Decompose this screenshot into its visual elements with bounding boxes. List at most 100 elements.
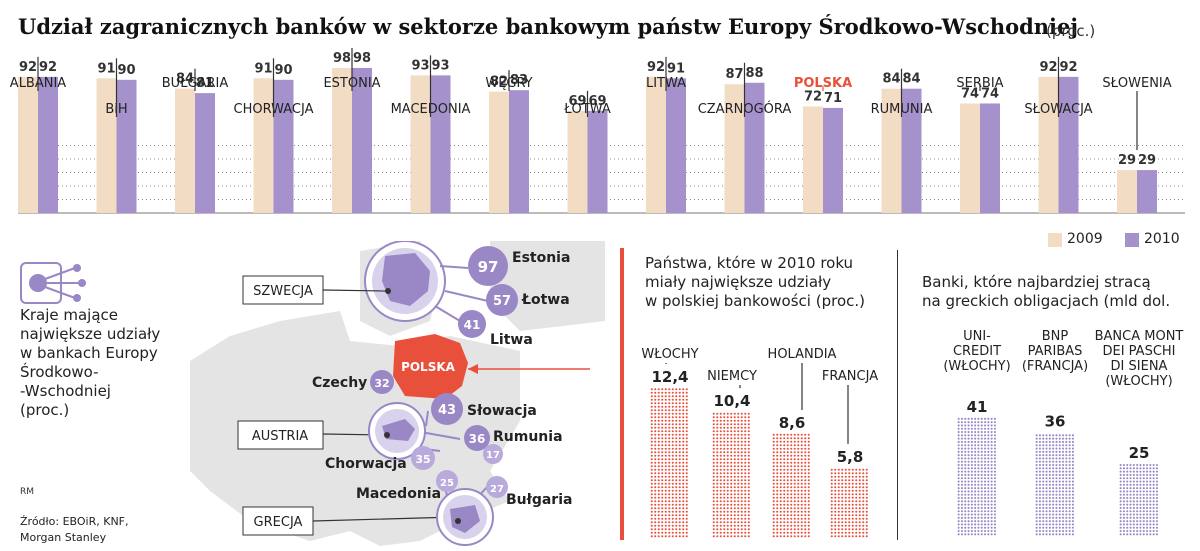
bar-dot	[977, 506, 980, 509]
bar-dot	[993, 460, 996, 463]
bar-dot	[1152, 516, 1155, 519]
bar-dot	[1155, 500, 1158, 503]
bar-dot	[1062, 516, 1065, 519]
bar-dot	[1065, 513, 1068, 516]
bar-dot	[1055, 520, 1058, 523]
bar-dot	[1038, 447, 1041, 450]
bar-dot	[1065, 497, 1068, 500]
bar-dot	[783, 482, 786, 485]
bar-dot	[1045, 500, 1048, 503]
bar-dot	[730, 493, 733, 496]
value-label-2009: 92	[647, 60, 665, 75]
bar-dot	[1035, 493, 1038, 496]
bar-dot	[1058, 444, 1061, 447]
category-label: FRANCJA	[822, 369, 878, 384]
bar-dot	[1068, 533, 1071, 536]
bar-dot	[858, 531, 861, 534]
bar-dot	[1048, 503, 1051, 506]
bar-dot	[712, 468, 715, 471]
bar-dot	[657, 482, 660, 485]
bar-dot	[712, 524, 715, 527]
bar-dot	[664, 503, 667, 506]
value-label-2010: 93	[431, 58, 449, 73]
bar-dot	[719, 486, 722, 489]
bar-dot	[671, 458, 674, 461]
bar-dot	[804, 482, 807, 485]
bar-dot	[1065, 523, 1068, 526]
bar-dot	[747, 475, 750, 478]
bar-dot	[1071, 520, 1074, 523]
bar-dot	[733, 468, 736, 471]
bar-dot	[841, 500, 844, 503]
bar-dot	[800, 510, 803, 513]
bar-dot	[783, 472, 786, 475]
bar-dot	[737, 440, 740, 443]
bar-dot	[664, 419, 667, 422]
bar-dot	[737, 521, 740, 524]
bar-dot	[1149, 470, 1152, 473]
bar-dot	[685, 468, 688, 471]
bar-dot	[993, 437, 996, 440]
greece-marker	[436, 488, 494, 546]
bar-dot	[685, 535, 688, 538]
bar-dot	[657, 433, 660, 436]
map-description-line: -Wschodniej	[20, 382, 111, 400]
bar-dot	[664, 475, 667, 478]
bar-dot	[671, 503, 674, 506]
bar-dot	[1042, 493, 1045, 496]
bar-dot	[744, 524, 747, 527]
bar-dot	[1055, 490, 1058, 493]
bar-dot	[990, 530, 993, 533]
bar-dot	[1042, 510, 1045, 513]
bar-dot	[980, 480, 983, 483]
bar-dot	[1068, 530, 1071, 533]
bar-dot	[970, 457, 973, 460]
category-label: BNP	[1042, 329, 1069, 344]
bar-dot	[797, 510, 800, 513]
bar-dot	[671, 507, 674, 510]
value-label-2010: 92	[1059, 60, 1077, 75]
bar-dot	[851, 496, 854, 499]
bar-dot	[993, 523, 996, 526]
bar-dot	[712, 493, 715, 496]
panel-divider	[897, 250, 898, 540]
bar-dot	[1058, 437, 1061, 440]
bar-dot	[668, 496, 671, 499]
bar-dot	[797, 440, 800, 443]
bar-dot	[793, 510, 796, 513]
bar-dot	[987, 510, 990, 513]
bar-dot	[657, 514, 660, 517]
bar-dot	[719, 479, 722, 482]
bar-dot	[1152, 523, 1155, 526]
bar-dot	[786, 486, 789, 489]
bar-dot	[957, 477, 960, 480]
bar-dot	[1062, 454, 1065, 457]
bar-dot	[987, 424, 990, 427]
bar-dot	[848, 517, 851, 520]
share-value-czechy: 32	[374, 377, 389, 390]
bar-dot	[964, 447, 967, 450]
bar-dot	[1048, 510, 1051, 513]
bar-dot	[990, 464, 993, 467]
bar-dot	[1045, 497, 1048, 500]
bar-dot	[990, 431, 993, 434]
bar-dot	[650, 416, 653, 419]
bar-dot	[837, 493, 840, 496]
bar-dot	[657, 426, 660, 429]
bar-dot	[723, 430, 726, 433]
bar-dot	[744, 433, 747, 436]
bar-dot	[970, 470, 973, 473]
bar-dot	[726, 416, 729, 419]
bar-dot	[730, 423, 733, 426]
bar-dot	[1132, 477, 1135, 480]
greek-bonds-title: Banki, które najbardziej stracą na greck…	[922, 273, 1170, 311]
bar-dot	[661, 447, 664, 450]
bar-dot	[682, 437, 685, 440]
bar-dot	[1058, 477, 1061, 480]
bar-dot	[1136, 473, 1139, 476]
bar-dot	[1126, 520, 1129, 523]
value-label-2010: 83	[510, 73, 528, 88]
bar-dot	[984, 457, 987, 460]
bar-dot	[797, 482, 800, 485]
bar-dot	[716, 433, 719, 436]
